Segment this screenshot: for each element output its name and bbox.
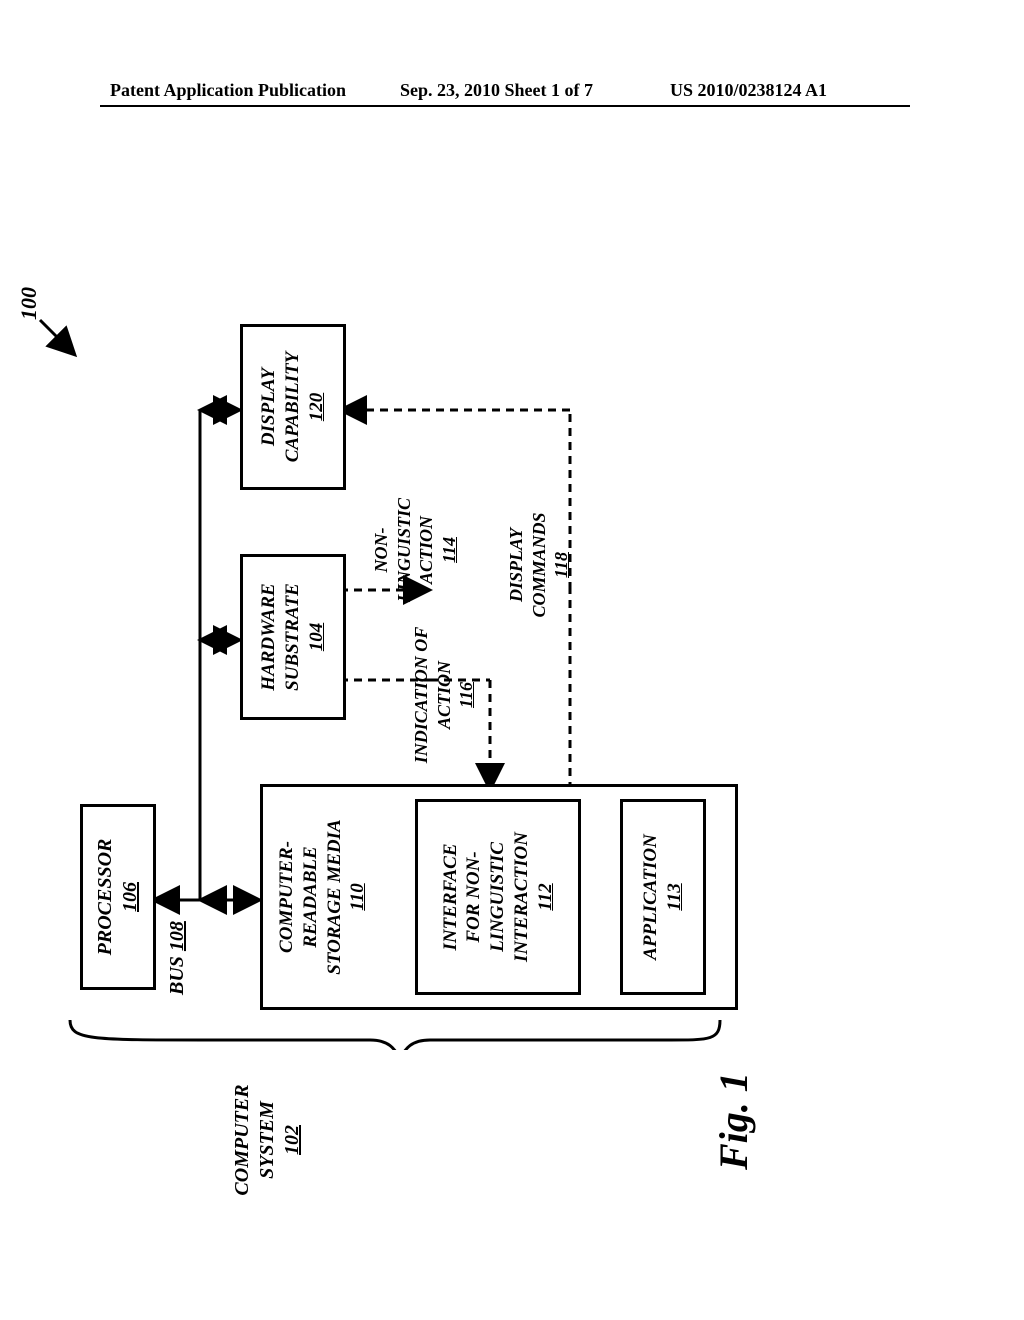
display-ref: 120	[305, 393, 329, 422]
header-left: Patent Application Publication	[110, 80, 346, 101]
display-box: DISPLAY CAPABILITY 120	[240, 324, 346, 490]
display-label: DISPLAY CAPABILITY	[257, 352, 305, 463]
computer-system-ref: 102	[281, 1125, 303, 1155]
hardware-label: HARDWARE SUBSTRATE	[257, 583, 305, 691]
page: Patent Application Publication Sep. 23, …	[0, 0, 1024, 1320]
storage-label: COMPUTER- READABLE STORAGE MEDIA	[275, 819, 346, 974]
indication-ref: 116	[456, 682, 476, 708]
interface-ref: 112	[534, 883, 558, 910]
hardware-box: HARDWARE SUBSTRATE 104	[240, 554, 346, 720]
application-label: APPLICATION	[639, 834, 663, 960]
diagram: 100 COMPUTER SYSTEM 102 PROCESSOR 106 BU…	[10, 270, 1010, 1050]
indication-text: INDICATION OF ACTION	[411, 627, 454, 764]
bus-text: BUS	[166, 956, 188, 995]
header-rule	[100, 105, 910, 107]
header-center: Sep. 23, 2010 Sheet 1 of 7	[400, 80, 593, 101]
computer-system-label: COMPUTER SYSTEM 102	[230, 1070, 305, 1210]
nonling-action-text: NON- LINGUISTIC ACTION	[371, 498, 436, 602]
processor-label: PROCESSOR	[93, 839, 118, 956]
hardware-ref: 104	[305, 623, 329, 652]
header-right: US 2010/0238124 A1	[670, 80, 827, 101]
display-commands-label: DISPLAY COMMANDS 118	[505, 490, 573, 640]
indication-label: INDICATION OF ACTION 116	[410, 615, 478, 775]
display-commands-text: DISPLAY COMMANDS	[506, 512, 549, 617]
display-commands-ref: 118	[551, 552, 571, 578]
interface-box: INTERFACE FOR NON- LINGUISTIC INTERACTIO…	[415, 799, 581, 995]
computer-system-text: COMPUTER SYSTEM	[231, 1084, 278, 1195]
processor-box: PROCESSOR 106	[80, 804, 156, 990]
bus-ref: 108	[166, 921, 188, 951]
figure-label: Fig. 1	[710, 1072, 757, 1170]
ref-100: 100	[15, 287, 43, 320]
interface-label: INTERFACE FOR NON- LINGUISTIC INTERACTIO…	[439, 832, 534, 962]
application-ref: 113	[663, 883, 687, 910]
processor-ref: 106	[118, 882, 143, 912]
nonling-action-label: NON- LINGUISTIC ACTION 114	[370, 480, 460, 620]
bus-label: BUS 108	[165, 921, 190, 995]
nonling-action-ref: 114	[439, 537, 459, 563]
application-box: APPLICATION 113	[620, 799, 706, 995]
storage-ref: 110	[346, 883, 370, 910]
